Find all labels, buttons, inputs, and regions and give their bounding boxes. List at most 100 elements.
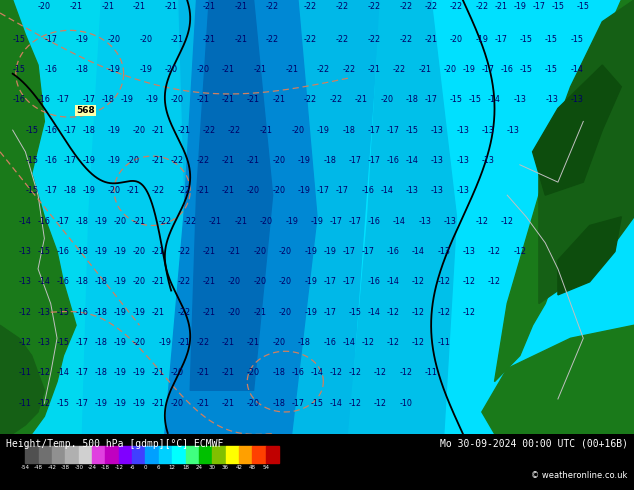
Text: -10: -10 xyxy=(399,399,412,408)
Polygon shape xyxy=(349,0,456,434)
Bar xyxy=(159,446,172,463)
Polygon shape xyxy=(82,0,184,434)
Text: -16: -16 xyxy=(368,277,380,286)
Text: -15: -15 xyxy=(406,125,418,135)
Text: -22: -22 xyxy=(197,338,209,347)
Text: -22: -22 xyxy=(171,156,184,165)
Text: -16: -16 xyxy=(76,308,89,317)
Text: 0: 0 xyxy=(144,465,147,469)
Text: 18: 18 xyxy=(182,465,189,469)
Text: -18: -18 xyxy=(76,247,89,256)
Text: -19: -19 xyxy=(146,95,158,104)
Text: -24: -24 xyxy=(87,465,96,469)
Text: -20: -20 xyxy=(254,277,266,286)
Text: -17: -17 xyxy=(44,34,57,44)
Text: -19: -19 xyxy=(114,277,127,286)
Text: 12: 12 xyxy=(169,465,176,469)
Text: -17: -17 xyxy=(292,399,304,408)
Text: -15: -15 xyxy=(57,338,70,347)
Text: -20: -20 xyxy=(292,125,304,135)
Text: -16: -16 xyxy=(368,217,380,226)
Text: -22: -22 xyxy=(399,2,412,11)
Text: -22: -22 xyxy=(425,2,437,11)
Text: -19: -19 xyxy=(323,247,336,256)
Text: -21: -21 xyxy=(222,156,235,165)
Bar xyxy=(266,446,279,463)
Text: -21: -21 xyxy=(70,2,82,11)
Text: -14: -14 xyxy=(412,247,425,256)
Text: -21: -21 xyxy=(235,217,247,226)
Polygon shape xyxy=(482,325,634,434)
Text: -22: -22 xyxy=(304,34,317,44)
Bar xyxy=(252,446,266,463)
Text: -22: -22 xyxy=(184,217,197,226)
Text: -21: -21 xyxy=(203,308,216,317)
Text: -21: -21 xyxy=(260,125,273,135)
Text: -17: -17 xyxy=(63,156,76,165)
Text: -15: -15 xyxy=(311,399,323,408)
Bar xyxy=(39,446,52,463)
Text: -20: -20 xyxy=(279,308,292,317)
Text: -12: -12 xyxy=(374,399,387,408)
Text: -16: -16 xyxy=(44,125,57,135)
Bar xyxy=(172,446,186,463)
Text: -19: -19 xyxy=(114,247,127,256)
Text: -21: -21 xyxy=(222,399,235,408)
Text: -12: -12 xyxy=(349,399,361,408)
Text: -17: -17 xyxy=(368,156,380,165)
Text: -22: -22 xyxy=(317,65,330,74)
Text: -16: -16 xyxy=(57,277,70,286)
Text: -21: -21 xyxy=(152,308,165,317)
Text: -20: -20 xyxy=(228,308,241,317)
Text: -18: -18 xyxy=(76,217,89,226)
Text: -19: -19 xyxy=(82,186,95,196)
Text: -15: -15 xyxy=(545,65,558,74)
Text: -30: -30 xyxy=(74,465,83,469)
Text: -12: -12 xyxy=(514,247,526,256)
Text: -19: -19 xyxy=(108,65,120,74)
Bar xyxy=(0,0,114,434)
Text: -12: -12 xyxy=(374,368,387,377)
Text: -17: -17 xyxy=(361,247,374,256)
Text: -21: -21 xyxy=(133,217,146,226)
Text: -14: -14 xyxy=(311,368,323,377)
Text: -18: -18 xyxy=(406,95,418,104)
Text: -20: -20 xyxy=(139,34,152,44)
Text: -22: -22 xyxy=(399,34,412,44)
Text: -13: -13 xyxy=(38,308,51,317)
Text: -20: -20 xyxy=(108,186,120,196)
Text: -16: -16 xyxy=(38,217,51,226)
Bar xyxy=(25,446,39,463)
Text: -13: -13 xyxy=(456,186,469,196)
Text: -13: -13 xyxy=(456,125,469,135)
Text: -16: -16 xyxy=(387,156,399,165)
Text: -22: -22 xyxy=(368,2,380,11)
Text: -20: -20 xyxy=(133,277,146,286)
Text: -22: -22 xyxy=(266,2,279,11)
Text: -21: -21 xyxy=(254,65,266,74)
Text: -21: -21 xyxy=(222,65,235,74)
Text: -22: -22 xyxy=(336,34,349,44)
Text: © weatheronline.co.uk: © weatheronline.co.uk xyxy=(531,471,628,480)
Text: -17: -17 xyxy=(323,308,336,317)
Text: -13: -13 xyxy=(19,277,32,286)
Text: -12: -12 xyxy=(19,338,32,347)
Text: -21: -21 xyxy=(197,95,209,104)
Text: -22: -22 xyxy=(158,217,171,226)
Text: -20: -20 xyxy=(127,156,139,165)
Text: -20: -20 xyxy=(279,277,292,286)
Text: -17: -17 xyxy=(317,186,330,196)
Text: -13: -13 xyxy=(431,125,444,135)
Text: -12: -12 xyxy=(399,368,412,377)
Text: -20: -20 xyxy=(273,186,285,196)
Text: -18: -18 xyxy=(101,465,110,469)
Text: -22: -22 xyxy=(368,34,380,44)
Text: -12: -12 xyxy=(387,308,399,317)
Text: -19: -19 xyxy=(476,34,488,44)
Text: -21: -21 xyxy=(247,156,260,165)
Text: -21: -21 xyxy=(203,34,216,44)
Text: -12: -12 xyxy=(501,217,514,226)
Text: -13: -13 xyxy=(571,95,583,104)
Text: 30: 30 xyxy=(209,465,216,469)
Text: -13: -13 xyxy=(38,338,51,347)
